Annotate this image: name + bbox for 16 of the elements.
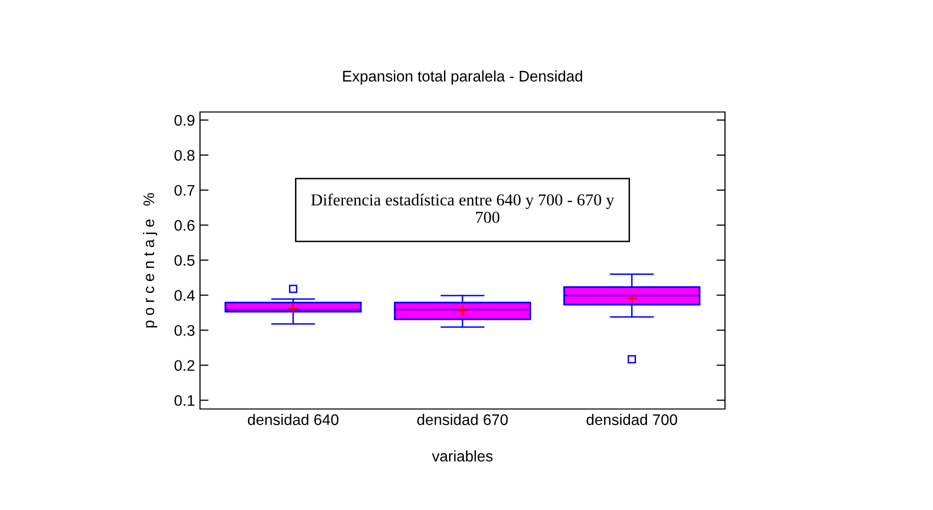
y-tick-label: 0.3 [174, 325, 194, 336]
y-tick-label: 0.9 [174, 114, 194, 126]
y-tick-label: 0.8 [174, 150, 194, 161]
y-tick-label: 0.1 [174, 395, 194, 406]
y-axis-title: p o r c e n t a j e % [142, 193, 158, 328]
x-tick-label: densidad 670 [417, 414, 508, 426]
y-tick-label: 0.5 [174, 255, 194, 266]
y-tick-label: 0.6 [174, 220, 194, 231]
annotation: Diferencia estadística entre 640 y 700 - 670 y 700 [311, 194, 614, 224]
y-tick-label: 0.7 [174, 184, 194, 196]
y-tick-label: 0.2 [174, 360, 194, 371]
x-tick-label: densidad 640 [248, 414, 338, 426]
x-tick-label: densidad 700 [586, 414, 678, 426]
chart-title: Expansion total paralela - Densidad [343, 70, 582, 85]
y-tick-label: 0.4 [174, 290, 195, 301]
x-axis-title: variables [432, 450, 493, 462]
